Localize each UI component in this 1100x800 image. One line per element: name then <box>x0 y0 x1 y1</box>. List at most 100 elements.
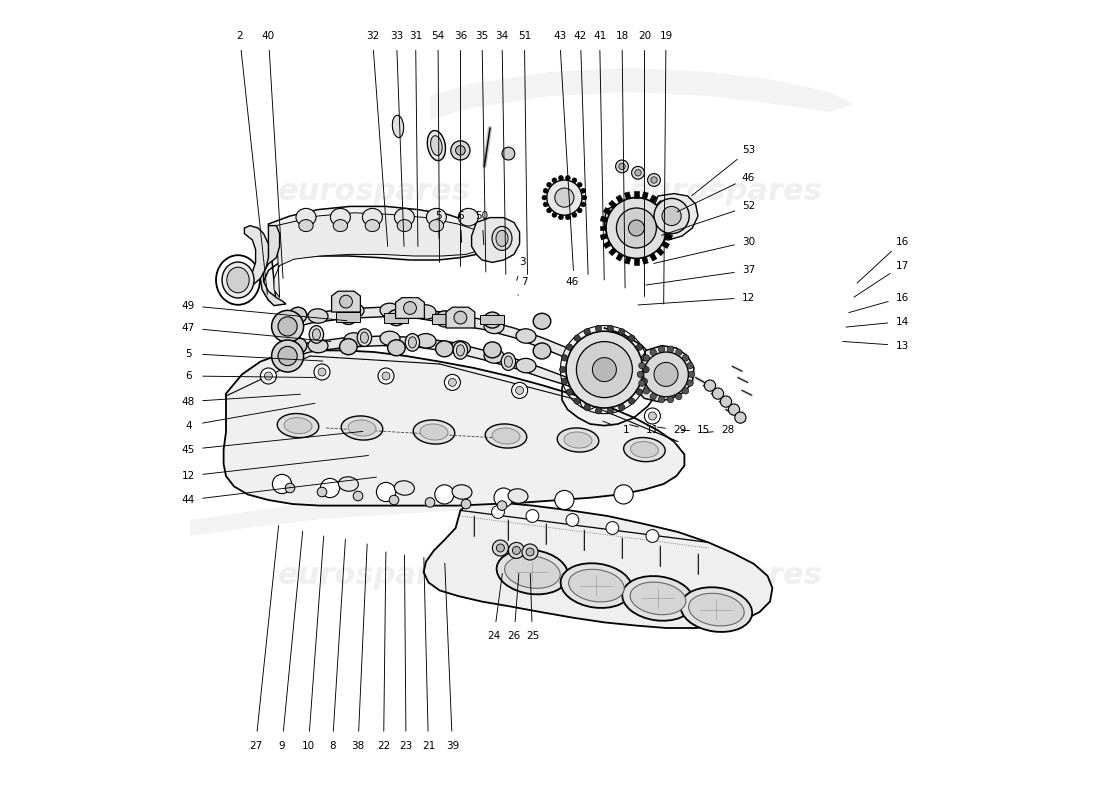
Circle shape <box>675 394 682 400</box>
Circle shape <box>572 213 576 218</box>
Circle shape <box>628 220 645 236</box>
Text: 42: 42 <box>574 31 587 41</box>
Circle shape <box>639 362 645 369</box>
Circle shape <box>686 362 693 369</box>
Ellipse shape <box>361 332 368 343</box>
Bar <box>608 200 617 208</box>
Polygon shape <box>264 206 493 306</box>
Ellipse shape <box>496 550 569 594</box>
Polygon shape <box>446 307 475 328</box>
Ellipse shape <box>227 267 250 293</box>
Bar <box>601 216 607 222</box>
Circle shape <box>404 302 417 314</box>
Circle shape <box>426 498 434 507</box>
Circle shape <box>574 335 581 342</box>
Circle shape <box>662 206 681 226</box>
Text: 43: 43 <box>553 31 566 41</box>
Circle shape <box>616 208 657 248</box>
Circle shape <box>512 382 528 398</box>
Circle shape <box>644 352 689 397</box>
Circle shape <box>565 175 570 180</box>
Circle shape <box>455 146 465 155</box>
Text: 40: 40 <box>262 31 275 41</box>
Circle shape <box>272 340 304 372</box>
Circle shape <box>704 380 716 391</box>
Ellipse shape <box>330 208 351 226</box>
Polygon shape <box>244 226 268 284</box>
Circle shape <box>614 485 634 504</box>
Text: 34: 34 <box>495 31 508 41</box>
Ellipse shape <box>379 303 400 318</box>
Bar <box>642 257 648 264</box>
Circle shape <box>492 506 505 518</box>
Ellipse shape <box>387 310 405 326</box>
Circle shape <box>502 147 515 160</box>
Text: 1: 1 <box>623 426 629 435</box>
Circle shape <box>565 215 570 220</box>
Text: 7: 7 <box>521 277 528 286</box>
Circle shape <box>654 198 690 234</box>
Text: 29: 29 <box>673 426 686 435</box>
Circle shape <box>644 388 650 394</box>
Circle shape <box>542 195 547 200</box>
Text: 5: 5 <box>185 349 191 358</box>
Text: 8: 8 <box>329 741 336 750</box>
Circle shape <box>278 317 297 336</box>
Circle shape <box>264 372 273 380</box>
Circle shape <box>595 407 602 414</box>
Circle shape <box>654 362 678 386</box>
Bar <box>616 195 624 203</box>
Ellipse shape <box>289 307 307 323</box>
Circle shape <box>494 488 514 507</box>
Text: 6: 6 <box>458 211 464 221</box>
Circle shape <box>376 482 396 502</box>
Circle shape <box>378 368 394 384</box>
Circle shape <box>526 510 539 522</box>
Circle shape <box>547 180 582 215</box>
Circle shape <box>642 366 649 373</box>
Text: 25: 25 <box>526 631 539 641</box>
Text: 46: 46 <box>741 173 755 182</box>
Circle shape <box>735 412 746 423</box>
Ellipse shape <box>459 208 478 226</box>
Circle shape <box>659 397 664 403</box>
Bar <box>634 258 639 265</box>
Ellipse shape <box>284 418 312 434</box>
Text: 24: 24 <box>487 631 500 641</box>
Text: 4: 4 <box>185 421 191 430</box>
Circle shape <box>552 213 557 218</box>
Ellipse shape <box>420 424 448 440</box>
Circle shape <box>572 178 576 182</box>
Circle shape <box>317 487 327 497</box>
Circle shape <box>559 215 563 220</box>
Bar <box>649 195 657 203</box>
Circle shape <box>576 342 632 398</box>
Circle shape <box>547 208 551 213</box>
Ellipse shape <box>564 432 592 448</box>
Polygon shape <box>481 315 505 325</box>
Circle shape <box>593 358 616 382</box>
Circle shape <box>641 354 648 361</box>
Circle shape <box>686 380 693 386</box>
Ellipse shape <box>484 312 502 328</box>
Circle shape <box>650 394 657 400</box>
Circle shape <box>618 329 625 335</box>
Circle shape <box>340 295 352 308</box>
Text: 6: 6 <box>185 371 191 381</box>
Circle shape <box>584 404 591 410</box>
Bar <box>603 207 612 215</box>
Circle shape <box>566 389 573 395</box>
Ellipse shape <box>416 305 436 319</box>
Text: eurospares: eurospares <box>629 562 823 590</box>
Polygon shape <box>223 350 684 506</box>
Circle shape <box>434 485 454 504</box>
Ellipse shape <box>484 349 504 363</box>
Bar <box>616 253 624 261</box>
Bar <box>661 207 670 215</box>
Circle shape <box>566 331 642 408</box>
Text: eurospares: eurospares <box>277 178 471 206</box>
Polygon shape <box>424 502 772 628</box>
Ellipse shape <box>561 563 632 608</box>
Circle shape <box>451 141 470 160</box>
Bar <box>608 248 617 256</box>
